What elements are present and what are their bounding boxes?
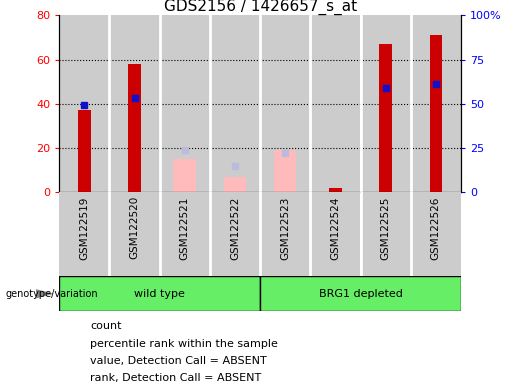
Bar: [310, 192, 360, 276]
Bar: [174, 159, 196, 192]
Bar: [109, 15, 160, 192]
Text: genotype/variation: genotype/variation: [5, 289, 98, 299]
Text: GSM122525: GSM122525: [381, 196, 390, 260]
Bar: [59, 15, 109, 192]
Bar: [260, 276, 461, 311]
Bar: [59, 192, 109, 276]
Bar: [260, 15, 310, 192]
Text: GSM122524: GSM122524: [331, 196, 340, 260]
Bar: [310, 15, 360, 192]
Text: BRG1 depleted: BRG1 depleted: [319, 289, 402, 299]
Bar: [128, 64, 141, 192]
Bar: [210, 15, 260, 192]
Bar: [210, 192, 260, 276]
Bar: [410, 15, 461, 192]
Text: count: count: [90, 321, 122, 331]
Bar: [360, 192, 410, 276]
Bar: [160, 15, 210, 192]
Bar: [160, 192, 210, 276]
Bar: [380, 44, 392, 192]
Bar: [410, 192, 461, 276]
Bar: [274, 150, 297, 192]
Text: value, Detection Call = ABSENT: value, Detection Call = ABSENT: [90, 356, 267, 366]
Text: GSM122520: GSM122520: [130, 196, 140, 260]
Polygon shape: [36, 289, 54, 298]
Text: GSM122519: GSM122519: [79, 196, 89, 260]
Bar: [224, 177, 246, 192]
Text: GSM122521: GSM122521: [180, 196, 190, 260]
Text: GSM122522: GSM122522: [230, 196, 240, 260]
Bar: [430, 35, 442, 192]
Bar: [109, 192, 160, 276]
Text: GSM122526: GSM122526: [431, 196, 441, 260]
Bar: [260, 192, 310, 276]
Text: GSM122523: GSM122523: [280, 196, 290, 260]
Bar: [59, 276, 260, 311]
Text: percentile rank within the sample: percentile rank within the sample: [90, 339, 278, 349]
Bar: [78, 110, 91, 192]
Text: rank, Detection Call = ABSENT: rank, Detection Call = ABSENT: [90, 373, 262, 383]
Bar: [360, 15, 410, 192]
Title: GDS2156 / 1426657_s_at: GDS2156 / 1426657_s_at: [163, 0, 356, 15]
Text: wild type: wild type: [134, 289, 185, 299]
Bar: [329, 188, 341, 192]
